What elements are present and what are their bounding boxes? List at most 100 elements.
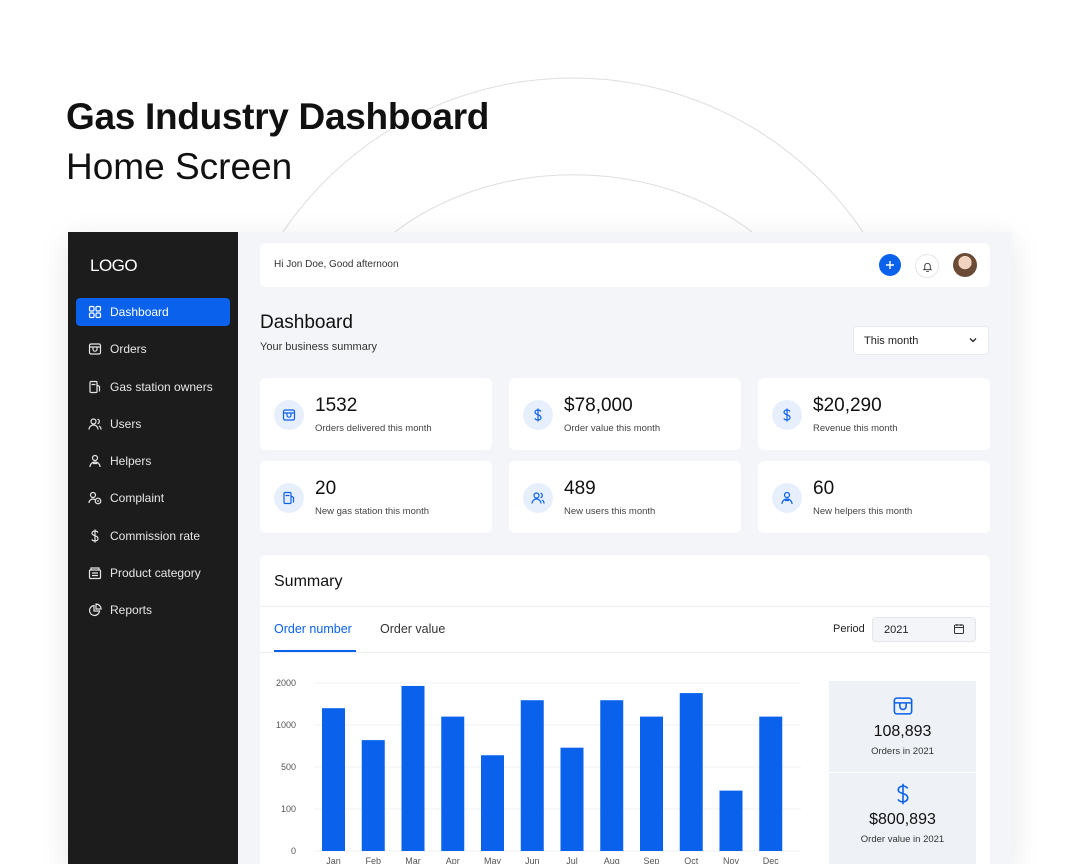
divider bbox=[829, 772, 976, 773]
users-icon bbox=[523, 483, 553, 513]
kpi-card-revenue: $20,290 Revenue this month bbox=[758, 378, 990, 450]
bar-apr[interactable] bbox=[441, 716, 465, 851]
y-tick-label: 2000 bbox=[276, 678, 296, 688]
kpi-label: New gas station this month bbox=[315, 506, 430, 517]
sidebar-item-orders[interactable]: Orders bbox=[76, 335, 230, 363]
gas-pump-icon bbox=[274, 483, 304, 513]
bar-jun[interactable] bbox=[520, 700, 544, 851]
kpi-label: Order value this month bbox=[564, 423, 661, 434]
bar-aug[interactable] bbox=[600, 700, 624, 851]
grid-icon bbox=[88, 305, 102, 319]
kpi-label: New helpers this month bbox=[813, 506, 913, 517]
bar-may[interactable] bbox=[481, 755, 504, 851]
sidebar-item-reports[interactable]: Reports bbox=[76, 596, 230, 624]
greeting-text: Hi Jon Doe, Good afternoon bbox=[274, 259, 399, 270]
sidebar-item-product-category[interactable]: Product category bbox=[76, 559, 230, 587]
box-icon bbox=[274, 400, 304, 430]
kpi-value: $78,000 bbox=[564, 395, 633, 416]
stat-orders-year: 108,893 Orders in 2021 bbox=[829, 695, 976, 757]
bar-jan[interactable] bbox=[322, 708, 345, 851]
category-icon bbox=[88, 566, 102, 580]
app-window: LOGO Dashboard Orders Gas station owners bbox=[68, 232, 1012, 864]
summary-panel: Summary Order number Order value Period … bbox=[260, 555, 990, 864]
logo: LOGO bbox=[90, 256, 138, 275]
bar-nov[interactable] bbox=[719, 790, 743, 851]
sidebar-item-label: Orders bbox=[110, 342, 147, 357]
yearly-stats-panel: 108,893 Orders in 2021 $800,893 Order va… bbox=[829, 681, 976, 864]
page-subtitle: Your business summary bbox=[260, 341, 377, 353]
stat-order-value-year: $800,893 Order value in 2021 bbox=[829, 783, 976, 845]
tab-order-value[interactable]: Order value bbox=[380, 622, 446, 636]
users-icon bbox=[88, 417, 102, 431]
sidebar-item-label: Reports bbox=[110, 603, 153, 618]
kpi-card-order-value: $78,000 Order value this month bbox=[509, 378, 741, 450]
stat-label: Order value in 2021 bbox=[860, 834, 945, 845]
kpi-label: Orders delivered this month bbox=[315, 423, 432, 434]
helper-icon bbox=[88, 454, 102, 468]
avatar[interactable] bbox=[953, 253, 977, 277]
divider bbox=[260, 652, 990, 653]
kpi-value: 489 bbox=[564, 478, 596, 499]
sidebar-item-label: Dashboard bbox=[110, 305, 169, 319]
sidebar-item-label: Gas station owners bbox=[110, 379, 213, 394]
top-bar: Hi Jon Doe, Good afternoon bbox=[260, 243, 990, 287]
x-tick-label: May bbox=[484, 856, 502, 864]
kpi-value: 60 bbox=[813, 478, 835, 499]
period-value: 2021 bbox=[884, 623, 909, 636]
sidebar-item-label: Complaint bbox=[110, 491, 165, 506]
divider bbox=[260, 606, 990, 607]
sidebar-item-helpers[interactable]: Helpers bbox=[76, 447, 230, 475]
stat-label: Orders in 2021 bbox=[871, 746, 934, 757]
sidebar: LOGO Dashboard Orders Gas station owners bbox=[68, 232, 238, 864]
kpi-value: 1532 bbox=[315, 395, 358, 416]
x-tick-label: Nov bbox=[723, 856, 740, 864]
kpi-card-new-gas-stations: 20 New gas station this month bbox=[260, 461, 492, 533]
stat-value: $800,893 bbox=[869, 811, 936, 828]
sidebar-item-users[interactable]: Users bbox=[76, 410, 230, 438]
sidebar-item-gas-station-owners[interactable]: Gas station owners bbox=[76, 373, 230, 401]
bar-feb[interactable] bbox=[361, 740, 385, 851]
x-tick-label: Aug bbox=[604, 856, 620, 864]
sidebar-item-label: Product category bbox=[110, 566, 201, 581]
bar-sep[interactable] bbox=[640, 716, 663, 851]
complaint-icon bbox=[88, 491, 102, 505]
box-icon bbox=[829, 695, 976, 717]
sidebar-item-label: Users bbox=[110, 416, 142, 431]
notification-button[interactable] bbox=[915, 254, 939, 278]
sidebar-item-commission-rate[interactable]: Commission rate bbox=[76, 522, 230, 550]
summary-title: Summary bbox=[274, 573, 343, 590]
x-tick-label: Jun bbox=[525, 856, 540, 864]
bar-mar[interactable] bbox=[401, 685, 425, 851]
sidebar-nav: Dashboard Orders Gas station owners User… bbox=[76, 298, 230, 634]
date-range-select[interactable]: This month bbox=[853, 326, 989, 355]
y-tick-label: 500 bbox=[281, 762, 296, 772]
bar-jul[interactable] bbox=[560, 747, 584, 851]
calendar-icon bbox=[954, 624, 964, 634]
sidebar-item-complaint[interactable]: Complaint bbox=[76, 484, 230, 512]
x-tick-label: Sep bbox=[643, 856, 659, 864]
dollar-icon bbox=[772, 400, 802, 430]
kpi-label: New users this month bbox=[564, 506, 656, 517]
pie-chart-icon bbox=[88, 603, 102, 617]
kpi-card-new-helpers: 60 New helpers this month bbox=[758, 461, 990, 533]
kpi-value: $20,290 bbox=[813, 395, 882, 416]
hero-subtitle: Home Screen bbox=[66, 146, 293, 187]
gas-pump-icon bbox=[88, 380, 102, 394]
add-button[interactable] bbox=[879, 254, 901, 276]
period-label: Period bbox=[833, 623, 865, 635]
sidebar-item-dashboard[interactable]: Dashboard bbox=[76, 298, 230, 326]
tab-order-number[interactable]: Order number bbox=[274, 622, 352, 636]
sidebar-item-label: Helpers bbox=[110, 454, 152, 469]
x-tick-label: Jan bbox=[326, 856, 341, 864]
x-tick-label: Apr bbox=[446, 856, 460, 864]
box-icon bbox=[88, 342, 102, 356]
x-tick-label: Feb bbox=[365, 856, 381, 864]
sidebar-item-label: Commission rate bbox=[110, 528, 201, 543]
bar-oct[interactable] bbox=[679, 693, 703, 851]
period-picker[interactable]: 2021 bbox=[872, 617, 976, 642]
chevron-down-icon bbox=[969, 338, 977, 343]
kpi-value: 20 bbox=[315, 478, 337, 499]
y-tick-label: 1000 bbox=[276, 720, 296, 730]
page-title: Dashboard bbox=[260, 312, 353, 333]
bar-dec[interactable] bbox=[759, 716, 783, 851]
